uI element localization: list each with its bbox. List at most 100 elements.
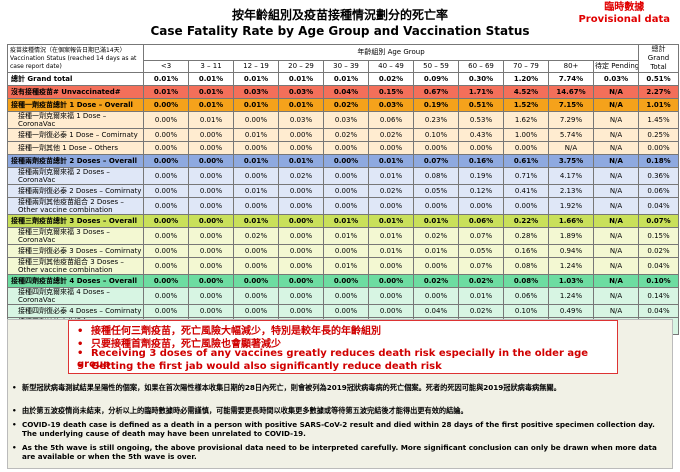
rate-cell: 0.07% [458, 257, 504, 275]
table-row: 接種一劑復必泰 1 Dose – Comirnaty 0.00% 0.00% 0.01… [7, 128, 680, 142]
grand-total-cell: 0.00% [638, 141, 680, 155]
grand-total-cell: 0.04% [638, 257, 680, 275]
rate-cell: 0.00% [278, 274, 324, 288]
rate-cell: N/A [548, 141, 594, 155]
table-header-row-2: <3 3 – 11 12 – 19 20 – 29 30 – 39 40 – 49 50 –… [8, 59, 679, 74]
rate-cell: 0.00% [278, 184, 324, 198]
table-row: 接種四劑復必泰 4 Doses – Comirnaty 0.00% 0.00% 0.0… [7, 304, 680, 318]
finding-bullet-1: • 接種任何三劑疫苗，死亡風險大幅減少，特別是較年長的年齡組別 [77, 326, 381, 337]
rate-cell: 0.00% [278, 197, 324, 215]
rate-cell: 0.10% [503, 304, 549, 318]
table-row: 沒有接種疫苗# Unvaccinated# 0.01% 0.01% 0.03% 0.03… [7, 85, 680, 99]
rate-cell: 0.00% [368, 287, 414, 305]
notes-panel: • 接種任何三劑疫苗，死亡風險大幅減少，特別是較年長的年齡組別 • 只要接種首劑疫苗… [7, 319, 673, 469]
grand-total-header: 總計 Grand Total [638, 44, 680, 73]
rate-cell: 0.01% [323, 227, 369, 245]
rate-cell: 0.01% [368, 154, 414, 168]
rate-cell: 0.00% [188, 214, 234, 228]
rate-cell: 0.00% [188, 274, 234, 288]
rate-cell: 0.61% [503, 154, 549, 168]
rate-cell: 0.00% [188, 244, 234, 258]
rate-cell: 0.06% [458, 214, 504, 228]
row-label: 接種四劑復必泰 4 Doses – Comirnaty [7, 304, 144, 318]
grand-total-cell: 0.04% [638, 304, 680, 318]
rate-cell: 0.01% [233, 128, 279, 142]
rate-cell: 0.00% [188, 197, 234, 215]
rate-cell: 7.15% [548, 98, 594, 112]
title-chinese: 按年齡組別及疫苗接種情況劃分的死亡率 [231, 8, 448, 22]
rate-cell: 0.00% [278, 304, 324, 318]
age-col-header: 80+ [548, 59, 594, 74]
age-group-header: 年齡組別 Age Group [142, 44, 640, 61]
rate-cell: 2.13% [548, 184, 594, 198]
row-label: 接種兩劑復必泰 2 Doses – Comirnaty [7, 184, 144, 198]
rate-cell: 0.00% [278, 214, 324, 228]
rate-cell: 0.10% [413, 128, 459, 142]
rate-cell: 1.52% [503, 98, 549, 112]
rate-cell: 0.00% [143, 141, 189, 155]
rate-cell: 0.16% [458, 154, 504, 168]
age-col-header: 50 – 59 [413, 59, 459, 74]
table-row: 總計 Grand total 0.01% 0.01% 0.01% 0.01% 0.01% 0… [7, 72, 680, 86]
rate-cell: 0.51% [458, 98, 504, 112]
rate-cell: 0.30% [458, 72, 504, 86]
table-row: 接種一劑其他 1 Dose – Others 0.00% 0.00% 0.00% 0.0… [7, 141, 680, 155]
rate-cell: N/A [592, 128, 640, 142]
rate-cell: 0.01% [233, 214, 279, 228]
rate-cell: 0.01% [368, 244, 414, 258]
rate-cell: 1.71% [458, 85, 504, 99]
grand-total-cell: 0.04% [638, 197, 680, 215]
rate-cell: 1.00% [503, 128, 549, 142]
rate-cell: 0.49% [548, 304, 594, 318]
age-col-header: 30 – 39 [323, 59, 369, 74]
row-label: 總計 Grand total [7, 72, 144, 86]
finding-text-2: 只要接種首劑疫苗，死亡風險也會顯著減少 [91, 339, 281, 350]
rate-cell: 0.00% [143, 227, 189, 245]
rate-cell: 0.00% [143, 244, 189, 258]
rate-cell: 0.00% [188, 304, 234, 318]
rate-cell: N/A [592, 304, 640, 318]
header: 按年齡組別及疫苗接種情況劃分的死亡率 Case Fatality Rate by… [0, 0, 680, 46]
rate-cell: N/A [592, 244, 640, 258]
rate-cell: 0.00% [188, 227, 234, 245]
rate-cell: N/A [592, 257, 640, 275]
rate-cell: 0.19% [413, 98, 459, 112]
table-row: 接種三劑疫苗總計 3 Doses – Overall 0.00% 0.00% 0.01… [7, 214, 680, 228]
row-label: 接種兩劑其他疫苗組合 2 Doses – Other vaccine combi… [7, 197, 144, 215]
rate-cell: 0.01% [278, 72, 324, 86]
age-col-header: 60 – 69 [458, 59, 504, 74]
age-col-header: <3 [143, 59, 189, 74]
rate-cell: 0.01% [458, 287, 504, 305]
table-row: 接種三劑復必泰 3 Doses – Comirnaty 0.00% 0.00% 0.0… [7, 244, 680, 258]
rate-cell: N/A [592, 274, 640, 288]
rate-cell: 0.02% [233, 227, 279, 245]
rate-cell: 0.00% [143, 257, 189, 275]
grand-total-cell: 0.25% [638, 128, 680, 142]
rate-cell: 0.28% [503, 227, 549, 245]
rate-cell: 0.01% [413, 244, 459, 258]
rate-cell: 0.00% [323, 184, 369, 198]
rate-cell: 0.01% [413, 214, 459, 228]
row-label: 接種三劑其他疫苗組合 3 Doses – Other vaccine combi… [7, 257, 144, 275]
rate-cell: 0.01% [233, 184, 279, 198]
rate-cell: 7.29% [548, 111, 594, 129]
grand-total-cell: 0.10% [638, 274, 680, 288]
age-col-header: 3 – 11 [188, 59, 234, 74]
rate-cell: 0.03% [592, 72, 640, 86]
rate-cell: 0.00% [143, 154, 189, 168]
rate-cell: 0.00% [233, 167, 279, 185]
rate-cell: N/A [592, 214, 640, 228]
rate-cell: 0.00% [143, 167, 189, 185]
row-label: 接種一劑疫苗總計 1 Dose – Overall [7, 98, 144, 112]
row-label: 接種兩劑克爾來福 2 Doses – CoronaVac [7, 167, 144, 185]
rate-cell: 0.07% [458, 227, 504, 245]
rate-cell: 0.41% [503, 184, 549, 198]
rate-cell: 0.06% [368, 111, 414, 129]
row-label: 接種四劑疫苗總計 4 Doses – Overall [7, 274, 144, 288]
rate-cell: 0.00% [233, 197, 279, 215]
grand-total-cell: 0.06% [638, 184, 680, 198]
rate-cell: 0.00% [143, 111, 189, 129]
rate-cell: 3.75% [548, 154, 594, 168]
grand-total-cell: 0.02% [638, 244, 680, 258]
rate-cell: 0.02% [368, 128, 414, 142]
